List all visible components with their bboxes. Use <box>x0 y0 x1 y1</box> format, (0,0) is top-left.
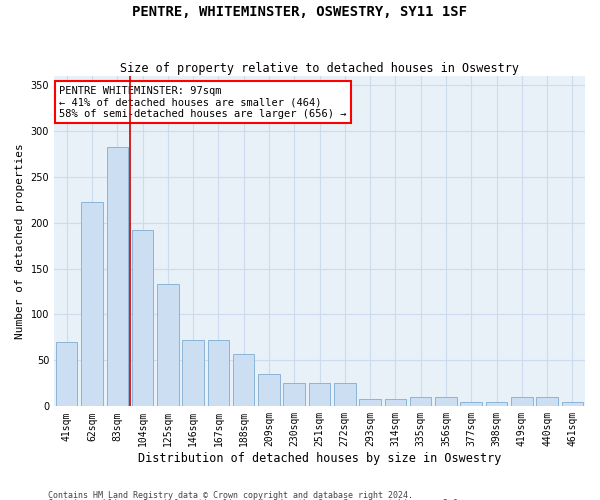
Text: PENTRE, WHITEMINSTER, OSWESTRY, SY11 1SF: PENTRE, WHITEMINSTER, OSWESTRY, SY11 1SF <box>133 5 467 19</box>
Bar <box>208 340 229 406</box>
Bar <box>56 342 77 406</box>
Bar <box>107 148 128 406</box>
Bar <box>562 402 583 406</box>
Text: Contains HM Land Registry data © Crown copyright and database right 2024.: Contains HM Land Registry data © Crown c… <box>48 490 413 500</box>
Bar <box>182 340 204 406</box>
Bar <box>309 384 330 406</box>
Text: PENTRE WHITEMINSTER: 97sqm
← 41% of detached houses are smaller (464)
58% of sem: PENTRE WHITEMINSTER: 97sqm ← 41% of deta… <box>59 86 347 119</box>
Bar <box>283 384 305 406</box>
Bar <box>132 230 153 406</box>
Bar <box>359 399 381 406</box>
Bar <box>435 397 457 406</box>
Bar <box>157 284 179 406</box>
Bar <box>511 397 533 406</box>
Bar <box>410 397 431 406</box>
Title: Size of property relative to detached houses in Oswestry: Size of property relative to detached ho… <box>120 62 519 74</box>
Bar <box>233 354 254 406</box>
Bar <box>460 402 482 406</box>
X-axis label: Distribution of detached houses by size in Oswestry: Distribution of detached houses by size … <box>138 452 501 465</box>
Y-axis label: Number of detached properties: Number of detached properties <box>15 143 25 339</box>
Bar <box>486 402 507 406</box>
Bar <box>81 202 103 406</box>
Bar <box>258 374 280 406</box>
Bar <box>334 384 356 406</box>
Bar <box>385 399 406 406</box>
Bar <box>536 397 558 406</box>
